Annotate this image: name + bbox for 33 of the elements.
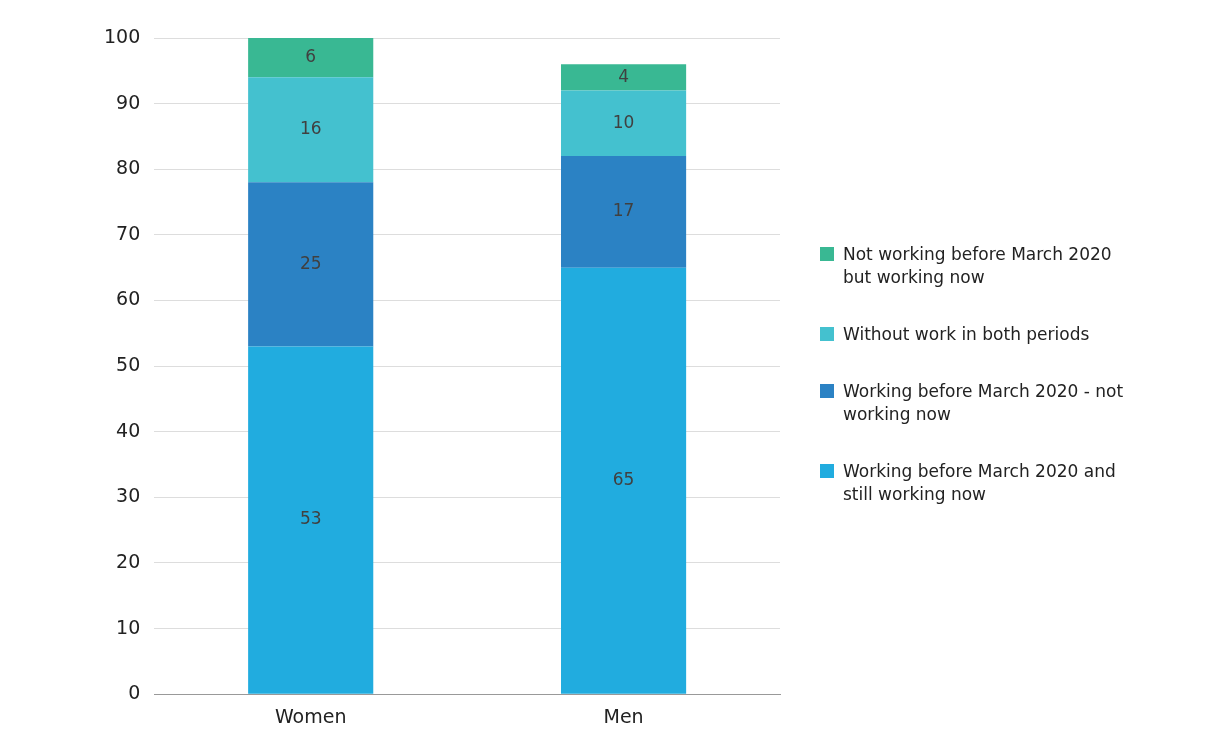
bar bbox=[248, 346, 374, 694]
bar bbox=[560, 156, 687, 268]
bar bbox=[248, 77, 374, 183]
data-label: 17 bbox=[612, 200, 635, 221]
data-label: 53 bbox=[299, 508, 322, 529]
y-tick-label: 70 bbox=[116, 221, 141, 244]
bar bbox=[560, 90, 687, 157]
bar bbox=[560, 267, 687, 694]
legend-label: Working before March 2020 and still working now bbox=[843, 460, 1117, 506]
bar bbox=[248, 182, 374, 347]
bar bbox=[560, 64, 687, 91]
y-tick-label: 0 bbox=[128, 681, 141, 704]
y-tick-label: 80 bbox=[116, 156, 141, 179]
data-label: 4 bbox=[618, 65, 629, 86]
x-tick-label: Men bbox=[603, 704, 644, 727]
y-tick-label: 60 bbox=[116, 287, 141, 310]
data-label: 65 bbox=[612, 469, 635, 490]
y-tick-label: 90 bbox=[116, 90, 141, 113]
y-tick-label: 100 bbox=[104, 24, 141, 47]
data-label: 10 bbox=[612, 111, 635, 132]
y-tick-label: 40 bbox=[116, 418, 141, 441]
y-tick-label: 50 bbox=[116, 353, 141, 376]
y-tick-label: 20 bbox=[116, 549, 141, 572]
x-tick-label: Women bbox=[274, 704, 347, 727]
data-label: 16 bbox=[299, 118, 322, 139]
legend-label: Not working before March 2020 but working now bbox=[843, 243, 1113, 289]
y-tick-label: 10 bbox=[116, 615, 141, 638]
bar bbox=[248, 38, 374, 78]
data-label: 25 bbox=[299, 252, 322, 273]
legend-label: Working before March 2020 - not working now bbox=[843, 380, 1125, 426]
y-tick-label: 30 bbox=[116, 484, 141, 507]
legend-label: Without work in both periods bbox=[843, 323, 1090, 346]
data-label: 6 bbox=[305, 46, 317, 67]
